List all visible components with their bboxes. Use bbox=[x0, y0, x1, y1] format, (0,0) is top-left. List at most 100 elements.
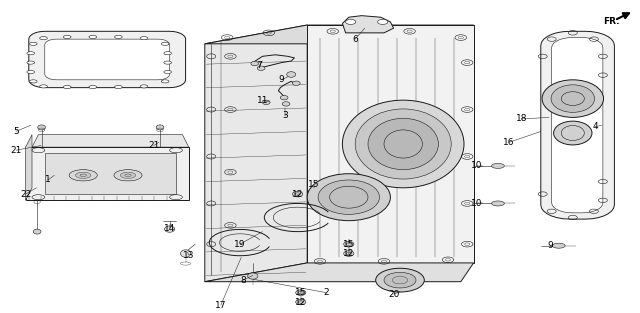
Ellipse shape bbox=[114, 170, 142, 181]
Ellipse shape bbox=[552, 243, 565, 248]
Polygon shape bbox=[29, 31, 186, 88]
Ellipse shape bbox=[38, 125, 45, 130]
Ellipse shape bbox=[27, 70, 35, 74]
Text: 5: 5 bbox=[13, 127, 19, 136]
Text: 10: 10 bbox=[471, 162, 483, 170]
Text: 17: 17 bbox=[215, 301, 227, 310]
Text: 15: 15 bbox=[295, 288, 307, 297]
Text: 1: 1 bbox=[45, 176, 51, 184]
Text: 18: 18 bbox=[516, 115, 527, 123]
Text: 12: 12 bbox=[292, 190, 303, 198]
Ellipse shape bbox=[40, 85, 47, 88]
Ellipse shape bbox=[551, 85, 595, 112]
Ellipse shape bbox=[542, 80, 604, 117]
Ellipse shape bbox=[492, 163, 504, 168]
Polygon shape bbox=[45, 39, 170, 80]
Polygon shape bbox=[26, 147, 189, 200]
Ellipse shape bbox=[161, 42, 169, 45]
Ellipse shape bbox=[378, 19, 388, 24]
Ellipse shape bbox=[140, 85, 148, 88]
Ellipse shape bbox=[376, 268, 424, 292]
Ellipse shape bbox=[164, 61, 172, 64]
Ellipse shape bbox=[164, 226, 175, 232]
Ellipse shape bbox=[251, 61, 259, 66]
Ellipse shape bbox=[40, 37, 47, 40]
Ellipse shape bbox=[63, 85, 71, 89]
Polygon shape bbox=[541, 31, 614, 219]
Ellipse shape bbox=[344, 251, 354, 256]
Text: 15: 15 bbox=[343, 240, 355, 249]
Ellipse shape bbox=[164, 52, 172, 55]
Ellipse shape bbox=[140, 37, 148, 40]
Text: FR.: FR. bbox=[603, 18, 620, 26]
Text: 21: 21 bbox=[148, 141, 159, 150]
Polygon shape bbox=[205, 25, 474, 44]
Text: 3: 3 bbox=[282, 111, 287, 120]
Ellipse shape bbox=[89, 35, 97, 38]
Ellipse shape bbox=[27, 61, 35, 64]
Polygon shape bbox=[26, 135, 32, 200]
Text: 2: 2 bbox=[324, 288, 329, 297]
Ellipse shape bbox=[282, 102, 290, 106]
Polygon shape bbox=[552, 38, 603, 213]
Text: 11: 11 bbox=[257, 96, 268, 105]
Polygon shape bbox=[205, 25, 307, 282]
Ellipse shape bbox=[554, 121, 592, 145]
Ellipse shape bbox=[115, 35, 122, 38]
Text: 10: 10 bbox=[471, 199, 483, 208]
Text: 12: 12 bbox=[295, 298, 307, 306]
Polygon shape bbox=[205, 263, 474, 282]
Ellipse shape bbox=[156, 125, 164, 130]
Text: 6: 6 bbox=[353, 35, 358, 44]
Text: 8: 8 bbox=[241, 276, 246, 285]
Ellipse shape bbox=[29, 42, 37, 45]
Text: 19: 19 bbox=[234, 240, 246, 249]
Text: 9: 9 bbox=[279, 75, 284, 84]
Text: 15: 15 bbox=[308, 180, 319, 189]
Text: 14: 14 bbox=[164, 224, 175, 233]
Ellipse shape bbox=[257, 66, 265, 70]
Text: 9: 9 bbox=[548, 241, 553, 250]
Ellipse shape bbox=[355, 109, 451, 179]
Ellipse shape bbox=[292, 191, 303, 197]
Ellipse shape bbox=[292, 81, 300, 85]
Ellipse shape bbox=[346, 19, 356, 24]
Ellipse shape bbox=[262, 100, 270, 105]
Polygon shape bbox=[45, 153, 176, 194]
Ellipse shape bbox=[69, 170, 97, 181]
Polygon shape bbox=[32, 135, 189, 147]
Ellipse shape bbox=[76, 172, 91, 178]
Polygon shape bbox=[342, 16, 394, 33]
Ellipse shape bbox=[384, 272, 416, 288]
Ellipse shape bbox=[164, 70, 172, 74]
Ellipse shape bbox=[89, 85, 97, 89]
Text: 13: 13 bbox=[183, 251, 195, 259]
Ellipse shape bbox=[318, 180, 380, 214]
Text: 7: 7 bbox=[257, 61, 262, 70]
Ellipse shape bbox=[27, 52, 35, 55]
Text: 20: 20 bbox=[388, 290, 399, 299]
Ellipse shape bbox=[307, 174, 390, 221]
Ellipse shape bbox=[296, 290, 306, 295]
Ellipse shape bbox=[342, 100, 464, 188]
Ellipse shape bbox=[33, 229, 41, 234]
Text: 4: 4 bbox=[593, 122, 598, 131]
Ellipse shape bbox=[120, 172, 136, 178]
Ellipse shape bbox=[29, 80, 37, 83]
Polygon shape bbox=[307, 25, 474, 263]
Ellipse shape bbox=[492, 201, 504, 206]
Ellipse shape bbox=[115, 85, 122, 89]
Ellipse shape bbox=[248, 273, 258, 279]
Ellipse shape bbox=[63, 35, 71, 38]
Ellipse shape bbox=[287, 72, 296, 77]
Ellipse shape bbox=[296, 299, 306, 305]
Ellipse shape bbox=[161, 80, 169, 83]
Ellipse shape bbox=[344, 241, 354, 247]
Ellipse shape bbox=[368, 118, 438, 170]
Text: 22: 22 bbox=[20, 190, 31, 198]
Ellipse shape bbox=[280, 95, 288, 100]
Text: 12: 12 bbox=[343, 249, 355, 258]
Ellipse shape bbox=[180, 250, 191, 257]
Text: 16: 16 bbox=[503, 138, 515, 147]
Text: 21: 21 bbox=[10, 146, 22, 155]
